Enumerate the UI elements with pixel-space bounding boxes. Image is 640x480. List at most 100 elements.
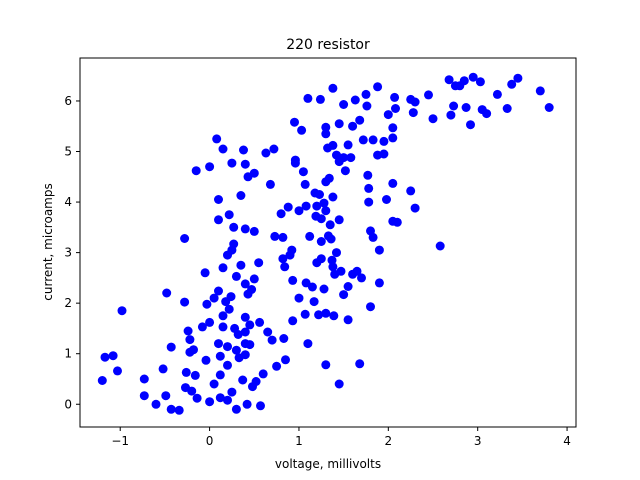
data-point bbox=[242, 399, 252, 409]
data-point bbox=[281, 355, 290, 365]
data-point bbox=[229, 222, 239, 232]
y-tick-label: 0 bbox=[64, 397, 72, 411]
data-point bbox=[315, 190, 324, 199]
data-point bbox=[236, 260, 246, 270]
data-point bbox=[355, 359, 365, 369]
data-point bbox=[215, 351, 225, 361]
data-point bbox=[368, 232, 378, 242]
data-point bbox=[321, 206, 331, 216]
data-point bbox=[374, 278, 384, 288]
data-point bbox=[406, 186, 416, 196]
data-point bbox=[339, 100, 349, 109]
chart-title: 220 resistor bbox=[286, 37, 370, 53]
x-tick-label: 0 bbox=[206, 434, 214, 448]
data-point bbox=[238, 375, 248, 385]
data-point bbox=[200, 268, 210, 278]
data-point bbox=[362, 101, 372, 111]
data-point bbox=[256, 401, 265, 411]
data-point bbox=[298, 167, 308, 177]
data-point bbox=[190, 370, 200, 380]
data-point bbox=[383, 110, 393, 120]
data-point bbox=[245, 340, 255, 350]
data-point bbox=[166, 404, 176, 414]
data-point bbox=[240, 312, 250, 322]
data-point bbox=[482, 109, 492, 119]
data-point bbox=[294, 293, 304, 303]
data-point bbox=[368, 135, 378, 145]
data-point bbox=[325, 220, 335, 230]
data-point bbox=[139, 374, 149, 384]
data-point bbox=[339, 153, 349, 163]
data-point bbox=[158, 364, 168, 374]
data-point bbox=[240, 224, 250, 234]
data-point bbox=[361, 89, 371, 99]
data-point bbox=[240, 327, 250, 337]
data-point bbox=[215, 393, 225, 403]
data-point bbox=[205, 162, 215, 172]
data-point bbox=[507, 79, 517, 89]
data-point bbox=[316, 254, 326, 264]
data-point bbox=[444, 75, 454, 85]
data-point bbox=[162, 288, 172, 298]
data-point bbox=[544, 103, 554, 112]
data-point bbox=[334, 215, 344, 225]
data-point bbox=[355, 115, 365, 125]
data-point bbox=[233, 330, 243, 339]
data-point bbox=[294, 206, 304, 216]
data-point bbox=[336, 266, 346, 276]
data-point bbox=[181, 367, 191, 377]
data-point bbox=[388, 178, 398, 188]
data-point bbox=[280, 262, 290, 272]
data-point bbox=[449, 101, 459, 111]
data-point bbox=[218, 144, 228, 154]
data-point bbox=[100, 352, 110, 362]
data-point bbox=[108, 351, 118, 361]
data-point bbox=[249, 226, 259, 236]
data-point bbox=[185, 335, 195, 345]
data-point bbox=[113, 366, 122, 376]
y-axis-ticks: 0 1 2 3 4 5 6 bbox=[64, 94, 80, 411]
data-point bbox=[328, 262, 338, 272]
data-point bbox=[312, 201, 322, 211]
y-tick-label: 6 bbox=[64, 94, 72, 108]
data-point bbox=[278, 254, 288, 264]
data-point bbox=[346, 153, 356, 163]
x-axis-ticks: −1 0 1 2 3 4 bbox=[111, 427, 571, 448]
data-point bbox=[117, 306, 127, 316]
data-point bbox=[388, 123, 398, 133]
data-point bbox=[240, 159, 250, 169]
y-tick-label: 3 bbox=[64, 246, 72, 260]
data-point bbox=[466, 120, 475, 130]
data-point bbox=[288, 316, 298, 326]
data-point bbox=[174, 405, 184, 415]
data-point bbox=[161, 391, 171, 401]
data-point bbox=[180, 234, 190, 243]
data-point bbox=[348, 121, 358, 131]
data-point bbox=[224, 304, 234, 314]
data-point bbox=[535, 86, 545, 96]
data-point bbox=[502, 104, 512, 113]
data-point bbox=[435, 241, 445, 251]
data-point bbox=[321, 308, 331, 318]
data-point bbox=[459, 76, 469, 86]
data-point bbox=[231, 345, 241, 355]
data-point bbox=[390, 92, 400, 102]
data-point bbox=[410, 203, 420, 213]
data-point bbox=[288, 275, 298, 285]
data-point bbox=[290, 117, 299, 127]
x-axis-label: voltage, millivolts bbox=[275, 457, 381, 471]
data-point bbox=[309, 297, 319, 307]
x-tick-label: 3 bbox=[474, 434, 482, 448]
data-point bbox=[364, 183, 374, 193]
data-point bbox=[249, 274, 259, 284]
data-point bbox=[321, 122, 331, 132]
data-point bbox=[226, 292, 236, 302]
data-point bbox=[209, 379, 219, 389]
data-point bbox=[287, 245, 297, 255]
data-point bbox=[192, 393, 202, 403]
data-point bbox=[151, 399, 161, 409]
data-point bbox=[231, 404, 241, 414]
data-point bbox=[97, 376, 107, 385]
data-point bbox=[410, 97, 420, 107]
